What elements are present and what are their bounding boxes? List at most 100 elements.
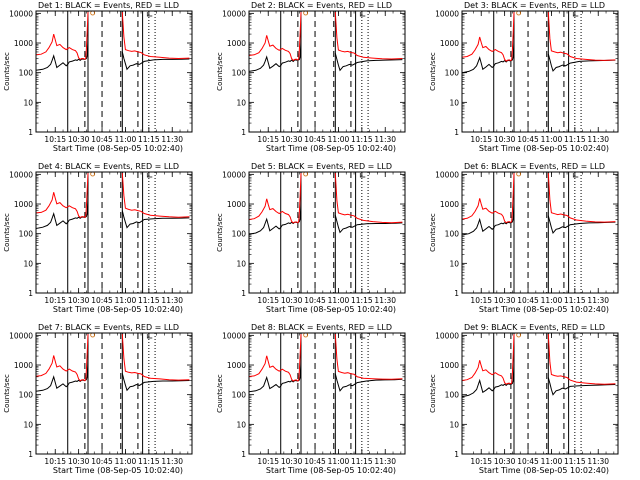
x-axis-label: Start Time (08-Sep-05 10:02:40) — [266, 305, 396, 314]
y-axis-label: Counts/sec — [429, 213, 437, 252]
lld-series-2 — [249, 334, 302, 382]
x-axis-label: Start Time (08-Sep-05 10:02:40) — [53, 144, 183, 153]
y-tick-label: 10 — [236, 98, 246, 107]
y-tick-label: 1 — [454, 289, 459, 298]
plot-area — [249, 11, 403, 132]
x-tick-label: 10:45 — [304, 135, 326, 144]
lld-series-2 — [36, 334, 89, 382]
panel-title: Det 9: BLACK = Events, RED = LLD — [464, 323, 605, 332]
y-tick-label: 1000 — [14, 361, 33, 370]
events-series-1 — [121, 51, 190, 71]
x-tick-label: 11:30 — [161, 135, 183, 144]
y-tick-label: 10000 — [222, 331, 246, 340]
panel-title: Det 4: BLACK = Events, RED = LLD — [38, 162, 179, 171]
x-tick-label: 10:30 — [281, 457, 303, 466]
night-marker — [359, 173, 366, 178]
y-axis-label: Counts/sec — [3, 213, 11, 252]
y-tick-label: 10000 — [222, 170, 246, 179]
x-tick-label: 11:15 — [138, 135, 160, 144]
events-series-0 — [462, 201, 515, 236]
x-tick-label: 11:00 — [328, 457, 350, 466]
y-tick-label: 10 — [449, 420, 459, 429]
panel-det-7: Det 7: BLACK = Events, RED = LLD Counts/s… — [3, 323, 193, 475]
x-tick-label: 10:30 — [281, 135, 303, 144]
events-series-0 — [36, 37, 89, 71]
events-series-0 — [462, 362, 515, 398]
plot-area — [36, 333, 190, 454]
events-series-0 — [36, 196, 89, 229]
x-tick-label: 10:15 — [470, 296, 492, 305]
y-tick-label: 1000 — [227, 361, 246, 370]
events-series-0 — [249, 359, 302, 393]
x-axis-label: Start Time (08-Sep-05 10:02:40) — [53, 466, 183, 475]
y-axis-label: Counts/sec — [429, 52, 437, 91]
x-axis-label: Start Time (08-Sep-05 10:02:40) — [479, 466, 609, 475]
y-tick-label: 1 — [241, 289, 246, 298]
x-tick-label: 11:30 — [161, 457, 183, 466]
y-tick-label: 10000 — [9, 170, 33, 179]
y-tick-label: 100 — [232, 230, 247, 239]
y-tick-label: 1000 — [227, 39, 246, 48]
x-tick-label: 11:30 — [587, 135, 609, 144]
night-marker — [572, 334, 579, 339]
x-axis-label: Start Time (08-Sep-05 10:02:40) — [479, 305, 609, 314]
x-tick-label: 11:30 — [374, 296, 396, 305]
lld-series-2 — [462, 173, 515, 224]
y-tick-label: 1 — [454, 128, 459, 137]
panel-det-9: Det 9: BLACK = Events, RED = LLD Counts/s… — [429, 323, 619, 475]
panel-det-8: Det 8: BLACK = Events, RED = LLD Counts/s… — [216, 323, 406, 475]
plot-frame — [35, 332, 193, 455]
y-tick-label: 1 — [28, 128, 33, 137]
y-tick-label: 1000 — [440, 200, 459, 209]
x-tick-label: 11:15 — [351, 457, 373, 466]
x-tick-label: 10:30 — [494, 457, 516, 466]
x-axis-label: Start Time (08-Sep-05 10:02:40) — [53, 305, 183, 314]
panel-title: Det 8: BLACK = Events, RED = LLD — [251, 323, 392, 332]
plot-area — [36, 172, 190, 293]
night-marker — [359, 12, 366, 17]
night-marker — [146, 12, 153, 17]
y-axis-label: Counts/sec — [216, 52, 224, 91]
y-tick-label: 100 — [232, 391, 247, 400]
x-tick-label: 11:30 — [374, 457, 396, 466]
y-tick-label: 100 — [19, 230, 34, 239]
events-series-1 — [547, 53, 616, 72]
lld-series-3 — [121, 12, 190, 60]
x-tick-label: 11:00 — [541, 135, 563, 144]
events-series-1 — [547, 377, 616, 396]
plot-frame — [461, 10, 619, 133]
x-tick-label: 10:30 — [68, 296, 90, 305]
y-tick-label: 10 — [23, 98, 33, 107]
panel-title: Det 7: BLACK = Events, RED = LLD — [38, 323, 179, 332]
lld-series-2 — [249, 173, 302, 224]
panel-det-5: Det 5: BLACK = Events, RED = LLD Counts/s… — [216, 162, 406, 314]
lld-series-3 — [547, 12, 616, 61]
events-series-1 — [121, 210, 190, 229]
y-tick-label: 1 — [28, 450, 33, 459]
x-tick-label: 11:15 — [138, 296, 160, 305]
x-tick-label: 10:45 — [91, 135, 113, 144]
events-series-1 — [334, 53, 403, 72]
x-tick-label: 10:30 — [494, 296, 516, 305]
y-tick-label: 1000 — [440, 361, 459, 370]
plot-frame — [35, 171, 193, 294]
plot-frame — [248, 332, 406, 455]
x-tick-label: 11:00 — [115, 135, 137, 144]
x-tick-label: 11:00 — [541, 296, 563, 305]
events-series-0 — [249, 38, 302, 72]
x-tick-label: 10:45 — [517, 457, 539, 466]
y-tick-label: 10000 — [435, 331, 459, 340]
y-tick-label: 1 — [28, 289, 33, 298]
x-tick-label: 11:00 — [115, 296, 137, 305]
x-tick-label: 10:15 — [257, 135, 279, 144]
y-tick-label: 100 — [19, 391, 34, 400]
panel-det-2: Det 2: BLACK = Events, RED = LLD Counts/s… — [216, 1, 406, 153]
night-marker — [359, 334, 366, 339]
y-axis-label: Counts/sec — [429, 374, 437, 413]
night-marker — [572, 173, 579, 178]
x-tick-label: 10:15 — [44, 135, 66, 144]
lld-series-2 — [249, 12, 302, 62]
x-tick-label: 11:30 — [587, 296, 609, 305]
y-axis-label: Counts/sec — [3, 374, 11, 413]
